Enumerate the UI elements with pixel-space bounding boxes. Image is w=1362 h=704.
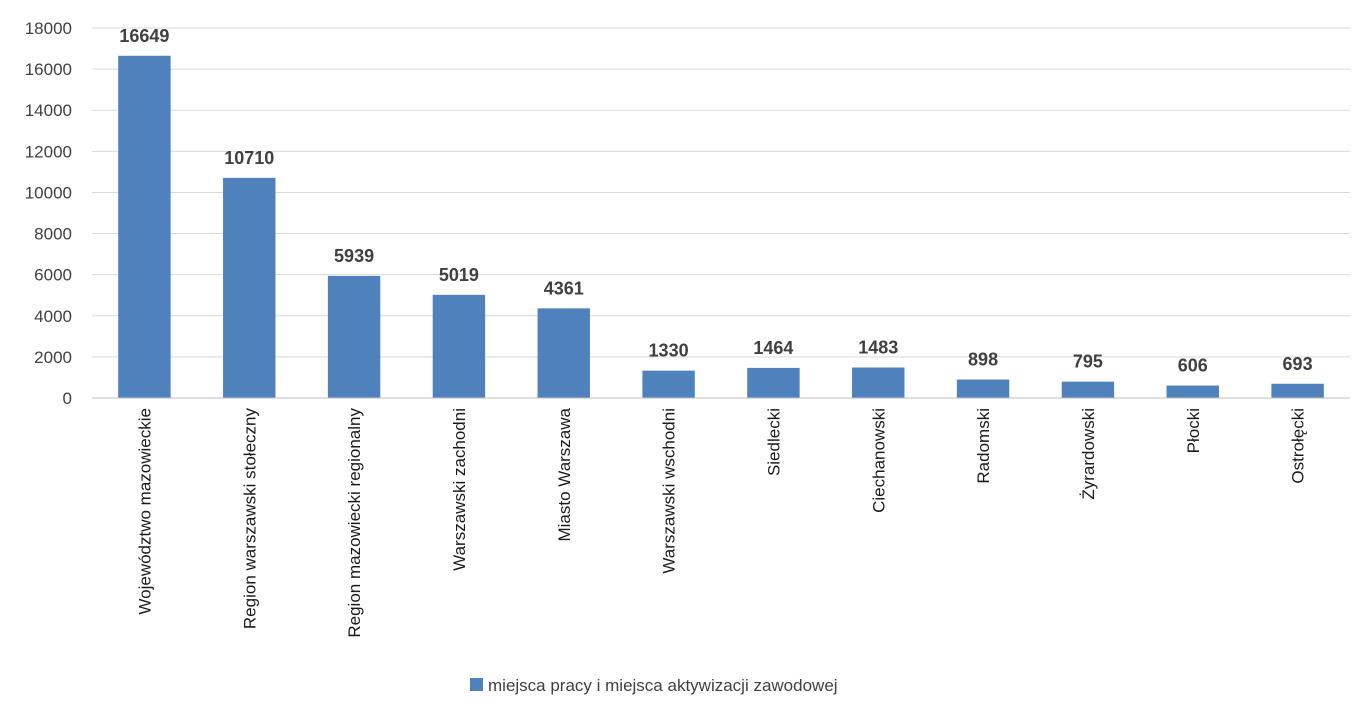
y-tick-label: 10000 xyxy=(25,183,72,202)
y-tick-label: 6000 xyxy=(34,266,72,285)
x-axis-ticks: Województwo mazowieckie Region warszawski… xyxy=(135,407,1307,637)
x-tick-label: Płocki xyxy=(1184,408,1203,453)
x-tick-label: Radomski xyxy=(974,408,993,484)
y-tick-label: 2000 xyxy=(34,348,72,367)
data-labels: 16649 10710 5939 5019 4361 1330 1464 1483 898 795… xyxy=(119,26,1312,376)
y-tick-label: 16000 xyxy=(25,60,72,79)
y-tick-label: 14000 xyxy=(25,101,72,120)
bar xyxy=(432,294,486,398)
bar xyxy=(223,177,276,398)
x-tick-label: Ciechanowski xyxy=(869,408,888,513)
bar xyxy=(852,367,905,398)
gridlines xyxy=(92,27,1350,358)
y-tick-label: 0 xyxy=(63,389,72,408)
bar xyxy=(537,308,590,398)
data-label: 5939 xyxy=(334,246,374,266)
data-label: 693 xyxy=(1283,354,1313,374)
data-label: 606 xyxy=(1178,356,1208,376)
bar xyxy=(1061,381,1115,398)
x-tick-label: Żyrardowski xyxy=(1079,408,1098,500)
data-label: 1483 xyxy=(858,338,898,358)
x-tick-label: Region warszawski stołeczny xyxy=(240,408,259,630)
x-tick-label: Warszawski zachodni xyxy=(450,408,469,571)
y-tick-label: 12000 xyxy=(25,142,72,161)
bar xyxy=(956,379,1010,398)
bar xyxy=(1271,383,1324,398)
y-tick-label: 18000 xyxy=(25,19,72,38)
data-label: 10710 xyxy=(224,148,274,168)
bar xyxy=(118,55,171,398)
legend: miejsca pracy i miejsca aktywizacji zawo… xyxy=(470,676,838,695)
data-label: 898 xyxy=(968,350,998,370)
x-tick-label: Warszawski wschodni xyxy=(660,408,679,574)
data-label: 4361 xyxy=(544,278,584,298)
data-label: 1464 xyxy=(753,338,793,358)
y-axis-ticks: 0 2000 4000 6000 8000 10000 12000 14000 16000 180… xyxy=(25,19,72,408)
bar xyxy=(327,275,381,398)
legend-label: miejsca pracy i miejsca aktywizacji zawo… xyxy=(488,676,838,695)
data-label: 795 xyxy=(1073,352,1103,372)
data-label: 5019 xyxy=(439,265,479,285)
y-tick-label: 8000 xyxy=(34,225,72,244)
x-tick-label: Siedlecki xyxy=(764,408,783,476)
bar xyxy=(747,367,800,398)
legend-swatch xyxy=(470,678,483,691)
x-tick-label: Ostrołęcki xyxy=(1289,408,1308,484)
x-tick-label: Województwo mazowieckie xyxy=(135,408,154,615)
bar xyxy=(1166,385,1219,398)
data-label: 16649 xyxy=(119,26,169,46)
bar xyxy=(642,370,695,398)
x-tick-label: Region mazowiecki regionalny xyxy=(345,408,364,638)
x-tick-label: Miasto Warszawa xyxy=(555,407,574,541)
bars xyxy=(118,55,1324,398)
data-label: 1330 xyxy=(649,341,689,361)
y-tick-label: 4000 xyxy=(34,307,72,326)
